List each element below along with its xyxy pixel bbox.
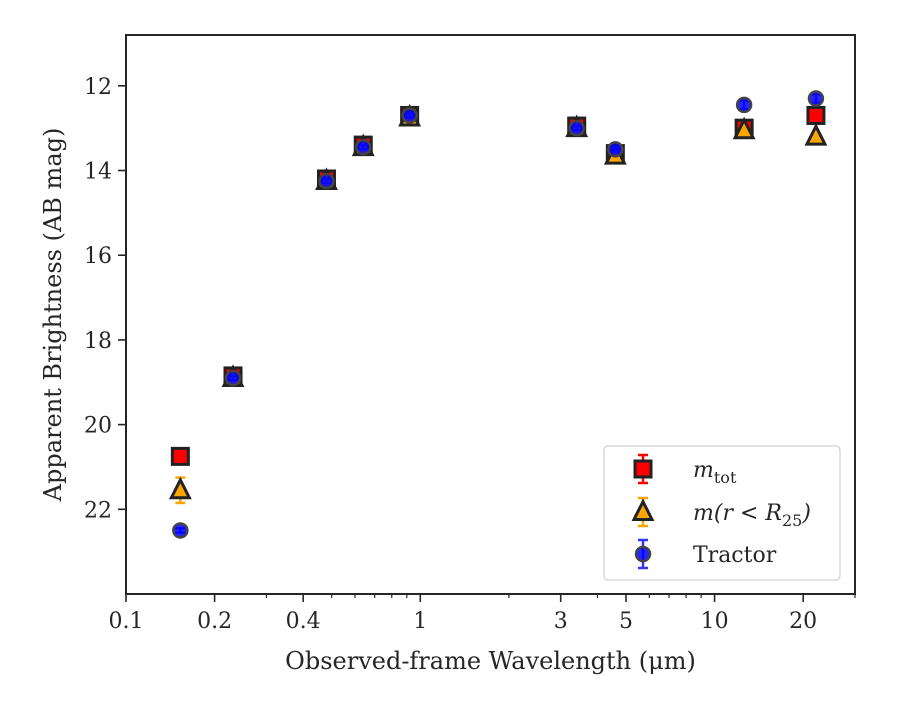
series-0 <box>170 105 826 466</box>
legend-entry-1: m(r < R25) <box>631 496 811 530</box>
circle-point <box>172 522 189 539</box>
series-1 <box>168 103 828 505</box>
legend-box <box>603 445 841 581</box>
x-tick-label: 0.1 <box>109 609 144 634</box>
legend-entry-0: mtot <box>633 453 737 487</box>
x-tick-label: 5 <box>619 609 633 634</box>
circle-point <box>224 369 242 387</box>
x-axis-label: Observed-frame Wavelength (μm) <box>285 647 696 675</box>
legend: mtot m(r < R25) Tractor <box>603 445 841 581</box>
legend-label: Tractor <box>693 543 777 568</box>
legend-label-base: Tractor <box>693 543 777 568</box>
legend-square-marker <box>633 459 653 479</box>
triangle-point <box>168 476 192 500</box>
y-tick-label: 14 <box>84 160 112 185</box>
legend-triangle-marker <box>631 498 655 521</box>
y-axis-label: Apparent Brightness (AB mag) <box>39 128 67 503</box>
x-tick-label: 0.2 <box>197 609 232 634</box>
circle-point <box>318 172 335 190</box>
legend-label: m(r < R25) <box>693 501 811 530</box>
circle-point <box>568 119 585 137</box>
legend-label-tail: ) <box>801 501 811 526</box>
x-tick-label: 1 <box>413 609 427 634</box>
legend-label: mtot <box>693 458 737 487</box>
legend-circle-marker <box>634 545 652 563</box>
x-tick-label: 10 <box>701 609 729 634</box>
axes-layer: 0.1 0.2 0.4 1 3 5 10 20 12 14 16 18 20 22 <box>84 75 856 634</box>
legend-entry-2: Tractor <box>634 538 777 570</box>
circle-point <box>735 96 753 114</box>
triangle-point <box>804 122 828 146</box>
circle-point <box>807 90 825 107</box>
x-tick-label: 0.4 <box>286 609 321 634</box>
legend-label-sub: tot <box>714 468 737 487</box>
marks-layer <box>168 90 828 539</box>
legend-label-base: m <box>693 458 714 483</box>
legend-label-sub: 25 <box>782 511 802 530</box>
plot-frame <box>125 34 856 595</box>
y-tick-label: 12 <box>84 75 112 100</box>
square-point <box>806 105 826 125</box>
x-tick-label: 20 <box>789 609 817 634</box>
x-tick-label: 3 <box>554 609 568 634</box>
legend-label-base: m(r < R <box>693 501 782 526</box>
triangle-point <box>732 116 756 140</box>
series-2 <box>172 90 825 539</box>
y-tick-label: 20 <box>84 414 112 439</box>
square-point <box>170 446 190 466</box>
circle-point <box>355 138 372 156</box>
y-tick-label: 16 <box>84 244 112 269</box>
circle-point <box>401 107 418 124</box>
y-tick-label: 18 <box>84 329 112 354</box>
circle-point <box>607 141 624 158</box>
y-tick-label: 22 <box>84 498 112 523</box>
